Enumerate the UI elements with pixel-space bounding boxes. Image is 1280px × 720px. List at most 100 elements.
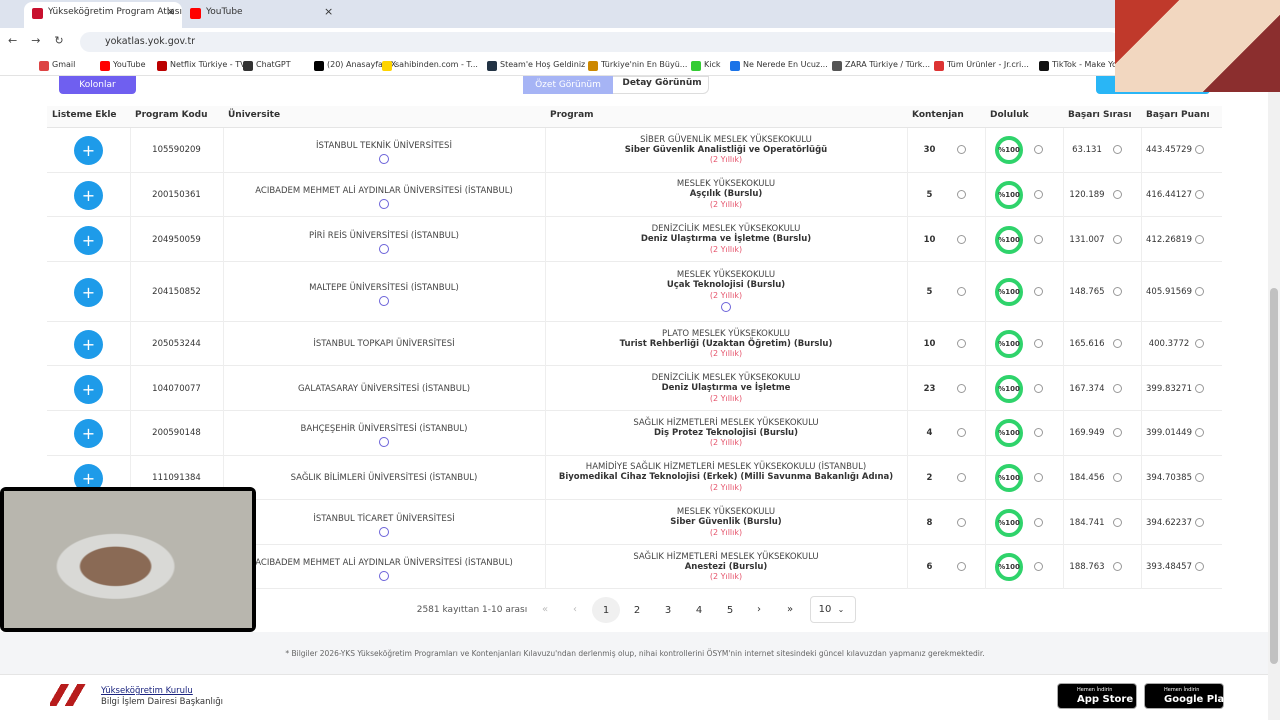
bookmark[interactable]: ZARA Türkiye / Türk... — [845, 60, 931, 69]
tab-title[interactable]: Yükseköğretim Program Atlası — [48, 7, 182, 17]
bookmark-icon — [157, 61, 167, 71]
store-badge-big: App Store — [1077, 694, 1134, 705]
store-badge-big: Google Play — [1164, 694, 1231, 705]
add-button[interactable]: + — [74, 277, 103, 307]
add-button[interactable]: + — [74, 374, 103, 404]
page-number[interactable]: 5 — [726, 604, 734, 616]
info-icon — [1034, 286, 1043, 296]
quota: 6 — [926, 562, 933, 573]
cell-divider — [1063, 366, 1064, 411]
store-badge[interactable] — [1144, 683, 1224, 709]
info-icon — [1113, 428, 1122, 438]
add-button[interactable]: + — [74, 225, 103, 255]
bookmark-icon — [691, 61, 701, 71]
bookmark[interactable]: Gmail — [52, 60, 76, 69]
bookmark-icon — [314, 61, 324, 71]
rank: 148.765 — [1069, 286, 1105, 297]
score: 400.3772 — [1148, 339, 1190, 350]
columns-button[interactable]: Kolonlar — [59, 76, 136, 94]
tab-icon — [190, 8, 201, 19]
cell-divider — [130, 261, 131, 322]
tab-close[interactable]: × — [166, 5, 176, 18]
tab-close[interactable]: × — [324, 5, 334, 18]
add-button[interactable]: + — [74, 180, 103, 210]
cell-divider — [545, 544, 546, 590]
fill-ring: %100 — [995, 277, 1023, 306]
program: Diş Protez Teknolojisi (Burslu) — [654, 427, 798, 438]
page-number[interactable]: 1 — [592, 597, 620, 623]
cell-divider — [223, 261, 224, 322]
page-number[interactable]: 2 — [633, 604, 641, 616]
cell-divider — [1141, 172, 1142, 218]
webcam-feed — [4, 491, 252, 628]
cell-divider — [130, 411, 131, 456]
rank: 184.456 — [1069, 472, 1105, 483]
avatar-overlay — [1115, 0, 1280, 92]
view-summary[interactable]: Özet Görünüm — [523, 76, 613, 94]
add-button[interactable]: + — [74, 419, 103, 449]
fill-ring: %100 — [995, 553, 1023, 582]
tab-title[interactable]: YouTube — [206, 7, 243, 17]
cell-divider — [985, 321, 986, 367]
bookmark[interactable]: Steam'e Hoş Geldiniz — [500, 60, 586, 69]
view-detail[interactable]: Detay Görünüm — [622, 78, 702, 88]
cell-divider — [985, 455, 986, 501]
rank: 165.616 — [1069, 339, 1105, 350]
cell-divider — [1141, 128, 1142, 173]
page-first[interactable]: « — [541, 603, 549, 615]
column-header: Kontenjan — [912, 110, 964, 120]
add-button[interactable]: + — [74, 330, 103, 360]
info-icon — [957, 286, 966, 296]
page-number[interactable]: 4 — [695, 604, 703, 616]
bookmark[interactable]: ChatGPT — [256, 60, 291, 69]
score: 416.44127 — [1146, 189, 1192, 200]
column-header: Doluluk — [990, 110, 1029, 120]
page-next[interactable]: › — [757, 603, 761, 615]
quota: 30 — [923, 145, 936, 156]
quota: 2 — [926, 472, 933, 483]
program-code: 111091384 — [152, 472, 201, 483]
scrollbar-thumb[interactable] — [1270, 288, 1278, 664]
faculty: MESLEK YÜKSEKOKULU — [676, 270, 776, 281]
info-icon — [1034, 428, 1043, 438]
store-badge[interactable] — [1057, 683, 1137, 709]
bookmark[interactable]: TikTok - Make You — [1052, 60, 1122, 69]
faculty: SAĞLIK HİZMETLERİ MESLEK YÜKSEKOKULU — [633, 417, 819, 428]
bookmark[interactable]: YouTube — [113, 60, 146, 69]
page-prev[interactable]: ‹ — [573, 603, 577, 615]
duration: (2 Yıllık) — [709, 482, 743, 492]
cell-divider — [1063, 217, 1064, 262]
score: 405.91569 — [1146, 286, 1192, 297]
cell-divider — [130, 217, 131, 262]
page-last[interactable]: » — [786, 603, 794, 615]
org-name[interactable]: Yükseköğretim Kurulu — [101, 686, 193, 696]
cell-divider — [907, 544, 908, 590]
url[interactable]: yokatlas.yok.gov.tr — [105, 36, 196, 47]
verified-icon — [379, 526, 389, 537]
program-code: 204950059 — [152, 234, 201, 245]
bookmark[interactable]: sahibinden.com - T... — [395, 60, 478, 69]
cell-divider — [907, 366, 908, 411]
add-button[interactable]: + — [74, 136, 103, 166]
cell-divider — [1063, 544, 1064, 590]
quota: 10 — [923, 339, 936, 350]
page-size[interactable]: 10 — [810, 596, 856, 623]
bookmark[interactable]: Türkiye'nin En Büyü... — [601, 60, 688, 69]
page-number[interactable]: 3 — [664, 604, 672, 616]
bookmark[interactable]: (20) Anasayfa / X — [327, 60, 397, 69]
cell-divider — [1063, 172, 1064, 218]
note: * Bilgiler 2026-YKS Yükseköğretim Progra… — [285, 648, 985, 658]
bookmark[interactable]: Kick — [704, 60, 721, 69]
bookmark[interactable]: Tüm Ürünler - Jr.cri... — [947, 60, 1029, 69]
quota: 5 — [926, 189, 933, 200]
cell-divider — [907, 172, 908, 218]
bookmark[interactable]: Netflix Türkiye - TV... — [170, 60, 253, 69]
program: Turist Rehberliği (Uzaktan Öğretim) (Bur… — [619, 338, 833, 349]
info-icon — [1034, 189, 1043, 199]
program: Anestezi (Burslu) — [684, 561, 768, 572]
bookmark-icon — [100, 61, 110, 71]
cell-divider — [223, 411, 224, 456]
bookmark[interactable]: Ne Nerede En Ucuz... — [743, 60, 828, 69]
program-code: 200150361 — [152, 189, 201, 200]
bookmark-icon — [1039, 61, 1049, 71]
